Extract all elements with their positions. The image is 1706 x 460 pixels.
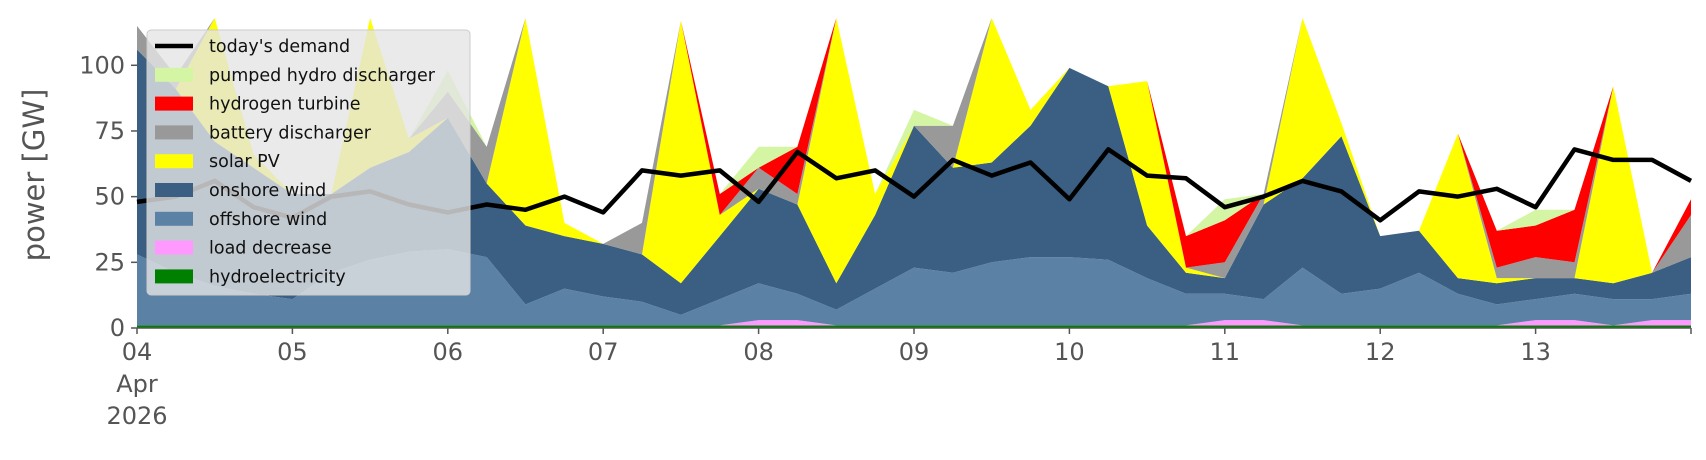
legend-box xyxy=(146,29,471,296)
legend-label-load-decrease: load decrease xyxy=(209,239,332,259)
x-tick-label: 04 xyxy=(122,338,153,366)
area-hydrogen-turbine xyxy=(137,18,1691,273)
legend-label-pumped-hydro-discharger: pumped hydro discharger xyxy=(209,66,436,86)
y-tick-label: 100 xyxy=(79,51,125,79)
legend-swatch-pumped-hydro-discharger xyxy=(155,67,193,82)
x-tick-label: 11 xyxy=(1210,338,1241,366)
legend-swatch-offshore-wind xyxy=(155,211,193,226)
legend-swatch-hydroelectricity xyxy=(155,269,193,284)
legend-swatch-solar-pv xyxy=(155,154,193,169)
x-tick-label: 08 xyxy=(743,338,774,366)
x-tick-label: 07 xyxy=(588,338,619,366)
legend-label-onshore-wind: onshore wind xyxy=(209,181,326,201)
x-tick-label: 09 xyxy=(899,338,930,366)
legend-label-battery-discharger: battery discharger xyxy=(209,123,372,143)
legend-label-today-s-demand: today's demand xyxy=(209,37,350,57)
legend-label-hydrogen-turbine: hydrogen turbine xyxy=(209,95,361,115)
legend-swatch-onshore-wind xyxy=(155,183,193,197)
area-solar-pv xyxy=(137,18,1691,284)
x-tick-label: 2026 xyxy=(106,402,167,430)
y-tick-label: 25 xyxy=(94,248,125,276)
legend: today's demand pumped hydro discharger hyd… xyxy=(146,29,471,296)
legend-label-hydroelectricity: hydroelectricity xyxy=(209,267,346,287)
y-tick-label: 0 xyxy=(110,314,125,342)
x-tick-label: 06 xyxy=(433,338,464,366)
area-offshore-wind xyxy=(137,249,1691,326)
legend-swatch-battery-discharger xyxy=(155,125,193,140)
area-onshore-wind xyxy=(137,49,1691,315)
area-load-decrease xyxy=(137,320,1691,326)
y-axis-label: power [GW] xyxy=(17,89,51,262)
x-tick-label: 10 xyxy=(1054,338,1085,366)
legend-label-solar-pv: solar PV xyxy=(209,152,280,172)
plot-area xyxy=(136,18,1693,328)
stacked-areas xyxy=(137,18,1691,328)
x-tick-label: 12 xyxy=(1365,338,1396,366)
x-tick-label: Apr xyxy=(116,370,158,398)
y-tick-label: 50 xyxy=(94,183,125,211)
x-tick-label: 05 xyxy=(277,338,308,366)
y-tick-label: 75 xyxy=(94,117,125,145)
legend-swatch-load-decrease xyxy=(155,240,193,255)
axes: 0 25 50 75 100 04 Apr 2026 05 06 07 08 09 10 11 12 13 xyxy=(79,51,1692,430)
x-tick-label: 13 xyxy=(1520,338,1551,366)
legend-label-offshore-wind: offshore wind xyxy=(209,210,327,230)
legend-swatch-hydrogen-turbine xyxy=(155,96,193,111)
